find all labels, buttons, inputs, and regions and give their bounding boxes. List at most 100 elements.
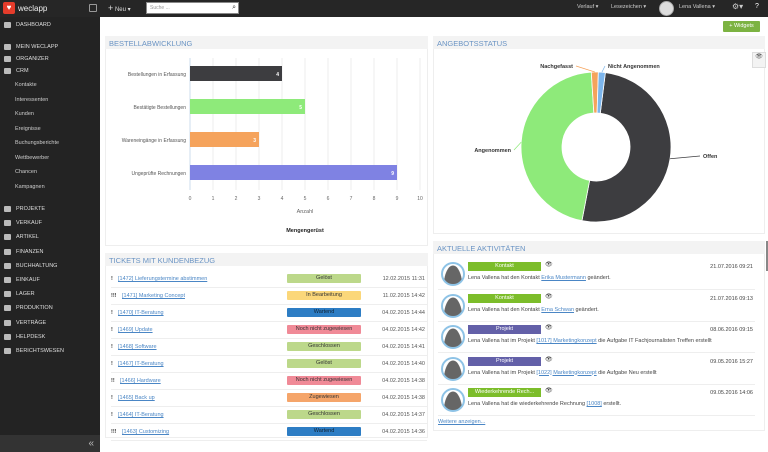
new-button[interactable]: + Neu ▾ [108,3,131,13]
donut-slice[interactable] [596,71,606,114]
priority-indicator: ! [111,344,113,350]
ticket-link[interactable]: [1467] IT-Beratung [118,361,164,367]
activity-link[interactable]: Erika Mustermann [541,275,586,281]
eye-icon[interactable]: 👁 [545,356,553,363]
status-badge: Gelöst [287,274,361,283]
activity-item: Kontakt 👁 21.07.2016 09:13 Lena Vallena hat… [438,291,755,322]
history-menu[interactable]: Verlauf ▾ [577,4,599,10]
ticket-link[interactable]: [1464] IT-Beratung [118,412,164,418]
sidebar-item-organizer[interactable]: Organizer [4,56,49,62]
sidebar-item-finanzen[interactable]: Finanzen [4,248,44,255]
donut-slice[interactable] [520,71,595,222]
priority-indicator: ! [111,276,113,282]
gear-icon[interactable]: ⚙▾ [732,2,744,11]
sidebar-subitem-kunden[interactable]: Kunden [15,111,34,117]
sidebar-subitem-ereignisse[interactable]: Ereignisse [15,125,41,132]
people-icon [4,68,11,74]
slice-label: Offen [703,154,718,160]
sidebar-subitem-buchungsberichte[interactable]: Buchungsberichte [15,140,60,146]
ticket-row: ! [1465] Back up Zugewiesen 04.02.2015 14:3… [111,390,427,407]
ticket-link[interactable]: [1466] Hardware [120,378,161,384]
grid-icon [4,234,11,241]
user-avatar[interactable] [659,1,674,16]
search-icon[interactable]: ⌕ [232,4,236,11]
activity-link[interactable]: [1008] [586,401,602,407]
ticket-link[interactable]: [1469] Update [118,327,153,333]
priority-indicator: ! [111,412,113,418]
ticket-row: !!! [1463] Customizing Wartend 04.02.2015 1… [111,424,427,441]
sidebar-item-mein-weclapp[interactable]: Mein weclapp [4,44,58,50]
chat-icon[interactable] [89,4,97,12]
headset-icon [4,333,11,340]
sidebar-item-projekte[interactable]: Projekte [4,206,45,212]
collapse-sidebar-button[interactable]: « [0,435,100,452]
show-more-link[interactable]: Weitere anzeigen... [438,419,486,425]
ticket-link[interactable]: [1471] Marketing Concept [122,293,185,299]
eye-icon[interactable]: 👁 [545,325,553,331]
data-label: 9 [391,171,394,177]
user-menu[interactable]: Lena Vallena ▾ [679,4,715,10]
side-panel-toggle[interactable]: 👁 [752,52,766,68]
eye-icon[interactable]: 👁 [545,388,553,394]
sidebar-item-berichtswesen[interactable]: Berichtswesen [4,348,64,354]
sidebar-subitem-wettbewerber[interactable]: Wettbewerber [15,154,50,161]
ticket-date: 04.02.2015 14:40 [382,361,425,367]
eye-icon[interactable]: 👁 [545,293,553,300]
ticket-date: 04.02.2015 14:38 [382,395,425,401]
logo[interactable]: ♥ weclapp [3,2,47,14]
ticket-link[interactable]: [1472] Lieferungstermine abstimmen [118,276,208,282]
sidebar-item-artikel[interactable]: Artikel [4,234,39,241]
home-icon [4,22,11,28]
forklift-icon [4,291,11,298]
ticket-link[interactable]: [1468] Software [118,344,157,350]
sidebar-item-helpdesk[interactable]: Helpdesk [4,333,45,340]
help-icon[interactable]: ? [755,3,759,10]
ticket-date: 04.02.2015 14:41 [382,344,425,350]
activity-link[interactable]: [1022] Marketingkonzept [536,369,597,376]
donut-slice[interactable] [581,72,672,223]
sidebar-item-verkauf[interactable]: Verkauf [4,220,42,227]
y-category-label: Bestätigte Bestellungen [133,105,186,111]
status-badge: Noch nicht zugewiesen [287,376,361,385]
ticket-link[interactable]: [1463] Customizing [122,429,170,435]
sidebar-item-lager[interactable]: Lager [4,291,35,298]
slice-label: Angenommen [474,148,511,154]
bar-chart-icon [4,348,11,354]
y-category-label: Bestellungen in Erfassung [128,72,186,78]
sidebar-item-produktion[interactable]: Produktion [4,305,53,312]
sidebar-item-verträge[interactable]: Verträge [4,319,46,326]
x-tick-label: 0 [189,196,192,202]
panel-title: Angebotsstatus [433,36,765,49]
slice-label: Nachgefasst [540,64,573,70]
sidebar-item-einkauf[interactable]: Einkauf [4,277,40,283]
bar [190,66,282,81]
sidebar-subitem-chancen[interactable]: Chancen [15,169,38,175]
ticket-link[interactable]: [1465] Back up [118,395,155,401]
activity-text: Lena Vallena hat im Projekt [1017] Marke… [468,338,712,344]
sidebar-item-dashboard[interactable]: Dashboard [4,22,51,28]
activity-link[interactable]: [1017] Marketingkonzept [536,338,597,344]
sidebar-subitem-interessenten[interactable]: Interessenten [15,96,49,103]
search-input[interactable]: Suche ... ⌕ [146,2,239,14]
activity-text: Lena Vallena hat den Kontakt Erna Schwan… [468,306,599,313]
activity-item: Projekt 👁 09.05.2016 15:27 Lena Vallena hat… [438,354,755,385]
bookmarks-menu[interactable]: Lesezeichen ▾ [611,4,647,10]
ticket-date: 12.02.2015 11:31 [382,276,425,282]
sidebar-item-buchhaltung[interactable]: Buchhaltung [4,262,57,269]
piggy-bank-icon [4,248,11,255]
activity-link[interactable]: Erna Schwan [541,306,575,313]
priority-indicator: ! [111,361,113,367]
activity-date: 09.05.2016 14:06 [710,390,753,396]
eye-icon[interactable]: 👁 [545,262,553,268]
add-widgets-button[interactable]: + Widgets [723,21,760,32]
ticket-row: !! [1466] Hardware Noch nicht zugewiesen 04… [111,373,427,390]
leader-line [601,65,606,73]
status-badge: Wartend [287,308,361,317]
scrollbar[interactable] [766,241,768,271]
sidebar-subitem-kampagnen[interactable]: Kampagnen [15,183,45,190]
sidebar-subitem-kontakte[interactable]: Kontakte [15,82,37,88]
ticket-link[interactable]: [1470] IT-Beratung [118,310,164,316]
data-label: 4 [276,72,279,78]
sidebar-item-crm[interactable]: CRM [4,68,29,74]
avatar [441,325,465,349]
